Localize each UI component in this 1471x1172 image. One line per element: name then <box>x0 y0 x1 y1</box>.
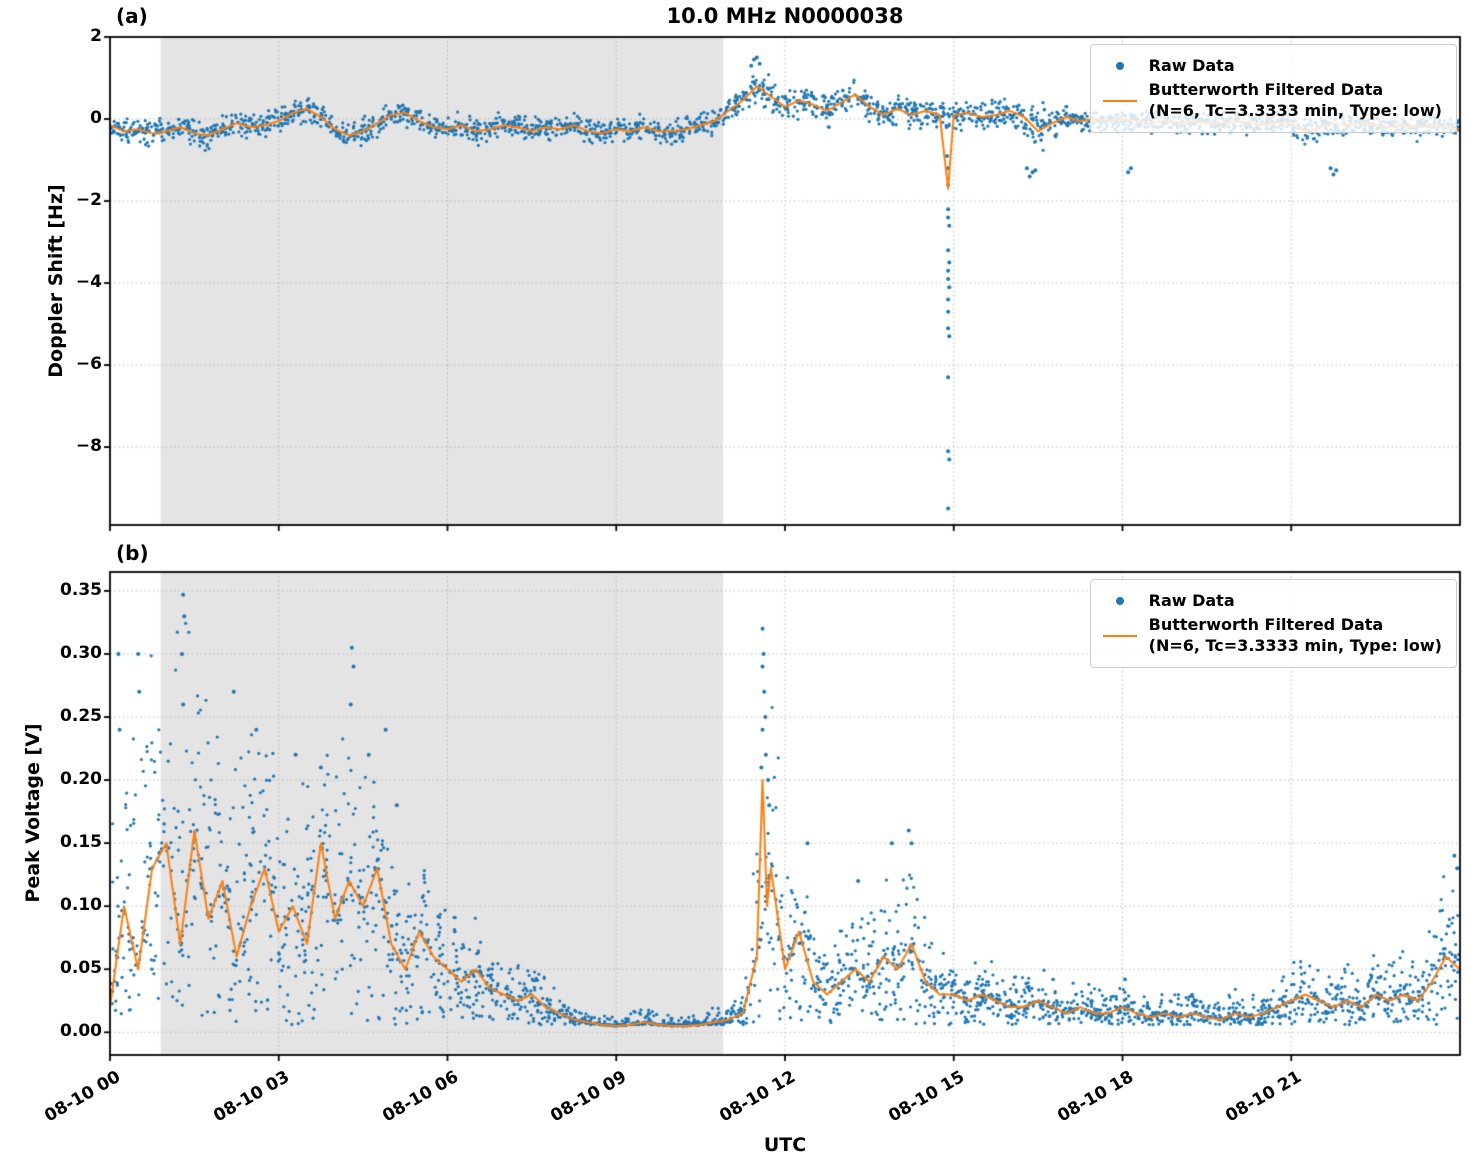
legend-raw-label: Raw Data <box>1148 591 1235 610</box>
legend-filtered-line2: (N=6, Tc=3.3333 min, Type: low) <box>1148 100 1442 120</box>
y-tick-label: 2 <box>90 26 102 46</box>
legend-raw-label: Raw Data <box>1148 56 1235 75</box>
marker-cell <box>1101 597 1139 606</box>
x-axis-label: UTC <box>763 1134 807 1156</box>
y-tick-label: −4 <box>75 272 102 293</box>
y-tick-label: 0 <box>90 108 102 129</box>
y-tick-label: 0.30 <box>60 642 102 663</box>
filtered-line-icon <box>1102 99 1137 102</box>
panel-b-label: (b) <box>116 541 149 565</box>
marker-cell <box>1101 634 1139 637</box>
y-tick-label: 0.05 <box>60 958 102 979</box>
marker-cell <box>1101 62 1139 71</box>
legend-filtered-label: Butterworth Filtered Data (N=6, Tc=3.333… <box>1149 80 1442 122</box>
legend-b: Raw Data Butterworth Filtered Data (N=6,… <box>1089 579 1457 669</box>
marker-cell <box>1101 99 1139 102</box>
legend-filtered-line1: Butterworth Filtered Data <box>1148 614 1384 634</box>
y-tick-label: −8 <box>75 436 102 457</box>
panel-a-label: (a) <box>116 4 148 28</box>
legend-entry-raw: Raw Data <box>1101 56 1442 77</box>
y-tick-label: 0.35 <box>60 579 102 600</box>
y-axis-label-voltage: Peak Voltage [V] <box>22 723 44 903</box>
raw-data-marker-icon <box>1115 62 1124 71</box>
legend-filtered-line1: Butterworth Filtered Data <box>1148 79 1384 99</box>
y-tick-label: −6 <box>75 354 102 375</box>
legend-filtered-line2: (N=6, Tc=3.3333 min, Type: low) <box>1148 635 1442 655</box>
chart-title: 10.0 MHz N0000038 <box>666 4 904 28</box>
y-tick-label: 0.15 <box>60 832 102 853</box>
raw-data-marker-icon <box>1115 597 1124 606</box>
legend-filtered-label: Butterworth Filtered Data (N=6, Tc=3.333… <box>1149 615 1442 657</box>
y-tick-label: −2 <box>75 190 102 211</box>
y-tick-label: 0.25 <box>60 706 102 727</box>
legend-entry-raw: Raw Data <box>1101 591 1442 612</box>
y-tick-label: 0.20 <box>60 769 102 790</box>
legend-entry-filtered: Butterworth Filtered Data (N=6, Tc=3.333… <box>1101 80 1442 122</box>
y-tick-label: 0.10 <box>60 895 102 916</box>
filtered-line-icon <box>1102 634 1137 637</box>
legend-entry-filtered: Butterworth Filtered Data (N=6, Tc=3.333… <box>1101 615 1442 657</box>
y-tick-label: 0.00 <box>60 1021 102 1042</box>
legend-a: Raw Data Butterworth Filtered Data (N=6,… <box>1089 44 1457 134</box>
